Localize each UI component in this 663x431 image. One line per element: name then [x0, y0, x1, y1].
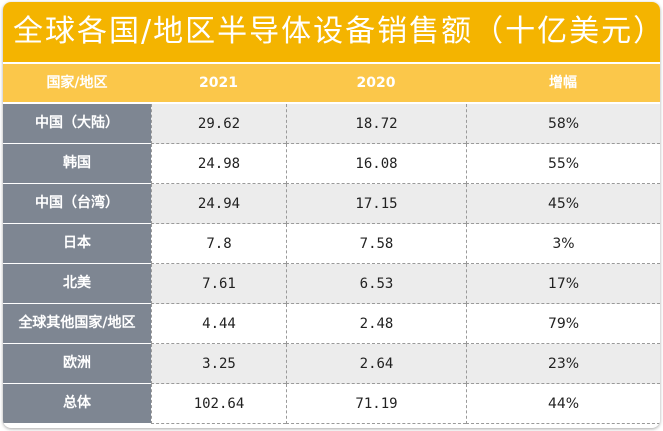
growth-cell: 45%: [466, 184, 660, 224]
region-cell: 总体: [3, 384, 151, 424]
table-body: 中国（大陆） 29.62 18.72 58% 韩国 24.98 16.08 55…: [3, 104, 660, 424]
region-cell: 北美: [3, 264, 151, 304]
growth-cell: 58%: [466, 104, 660, 144]
table-card: 全球各国/地区半导体设备销售额（十亿美元） 国家/地区 2021 2020 增幅…: [3, 2, 660, 428]
value-2021-cell: 7.61: [151, 264, 286, 304]
value-2020-cell: 17.15: [286, 184, 466, 224]
table-row: 中国（大陆） 29.62 18.72 58%: [3, 104, 660, 144]
value-2020-cell: 6.53: [286, 264, 466, 304]
growth-cell: 44%: [466, 384, 660, 424]
header-region: 国家/地区: [46, 75, 108, 91]
table-row: 北美 7.61 6.53 17%: [3, 264, 660, 304]
growth-cell: 23%: [466, 344, 660, 384]
table-title: 全球各国/地区半导体设备销售额（十亿美元）: [3, 2, 660, 62]
table-row: 日本 7.8 7.58 3%: [3, 224, 660, 264]
table-header: 国家/地区 2021 2020 增幅: [3, 64, 660, 102]
growth-cell: 79%: [466, 304, 660, 344]
table-row: 韩国 24.98 16.08 55%: [3, 144, 660, 184]
region-cell: 欧洲: [3, 344, 151, 384]
header-growth: 增幅: [549, 75, 577, 91]
value-2021-cell: 24.94: [151, 184, 286, 224]
value-2020-cell: 16.08: [286, 144, 466, 184]
value-2020-cell: 2.64: [286, 344, 466, 384]
value-2021-cell: 24.98: [151, 144, 286, 184]
table-row: 总体 102.64 71.19 44%: [3, 384, 660, 424]
header-2021: 2021: [199, 75, 238, 91]
value-2020-cell: 7.58: [286, 224, 466, 264]
value-2020-cell: 71.19: [286, 384, 466, 424]
value-2021-cell: 4.44: [151, 304, 286, 344]
region-cell: 全球其他国家/地区: [3, 304, 151, 344]
growth-cell: 17%: [466, 264, 660, 304]
value-2020-cell: 2.48: [286, 304, 466, 344]
growth-cell: 3%: [466, 224, 660, 264]
value-2021-cell: 3.25: [151, 344, 286, 384]
region-cell: 中国（大陆）: [3, 104, 151, 144]
value-2020-cell: 18.72: [286, 104, 466, 144]
table-row: 中国（台湾） 24.94 17.15 45%: [3, 184, 660, 224]
region-cell: 中国（台湾）: [3, 184, 151, 224]
value-2021-cell: 7.8: [151, 224, 286, 264]
header-2020: 2020: [356, 75, 396, 91]
table-row: 全球其他国家/地区 4.44 2.48 79%: [3, 304, 660, 344]
region-cell: 日本: [3, 224, 151, 264]
table-row: 欧洲 3.25 2.64 23%: [3, 344, 660, 384]
growth-cell: 55%: [466, 144, 660, 184]
value-2021-cell: 29.62: [151, 104, 286, 144]
region-cell: 韩国: [3, 144, 151, 184]
value-2021-cell: 102.64: [151, 384, 286, 424]
